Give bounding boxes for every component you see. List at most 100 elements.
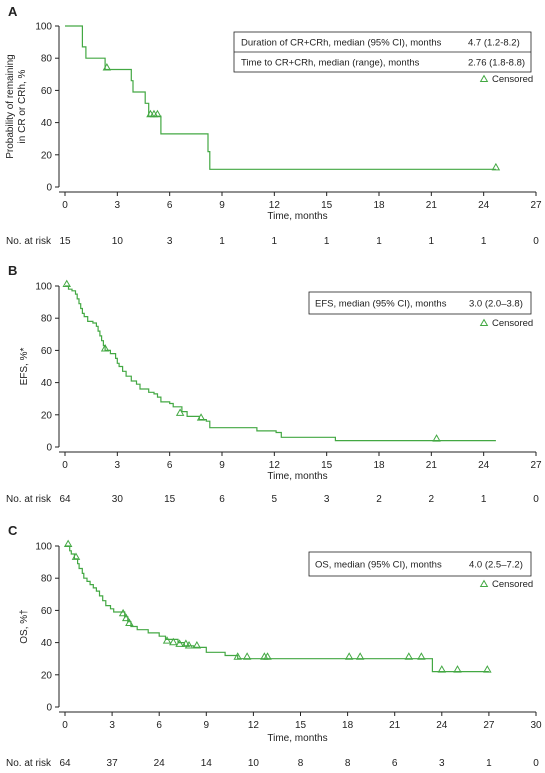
censored-key-icon <box>479 579 489 588</box>
legend-row-label: Duration of CR+CRh, median (95% CI), mon… <box>241 38 442 49</box>
y-tick-label: 20 <box>41 150 53 161</box>
censor-mark <box>192 641 202 649</box>
x-tick-label: 27 <box>530 200 542 211</box>
censor-mark <box>181 639 191 647</box>
legend-box <box>308 291 532 315</box>
y-tick-label: 40 <box>41 378 53 389</box>
y-tick-label: 0 <box>46 183 52 194</box>
censored-key-icon <box>479 74 489 83</box>
survival-curve <box>65 545 489 673</box>
censor-mark <box>491 162 501 171</box>
x-tick-label: 0 <box>62 460 68 471</box>
censor-mark <box>483 665 492 673</box>
x-tick-label: 6 <box>167 200 173 211</box>
survival-curve <box>65 25 496 170</box>
at-risk-count: 24 <box>154 758 166 769</box>
y-tick-label: 100 <box>35 282 52 293</box>
censor-mark <box>344 652 354 660</box>
censor-mark <box>175 408 185 416</box>
at-risk-count: 6 <box>392 758 398 769</box>
y-tick-label: 40 <box>41 638 53 649</box>
x-tick-label: 18 <box>373 200 385 211</box>
x-tick-label: 27 <box>483 720 495 731</box>
y-tick-label: 100 <box>35 22 52 33</box>
at-risk-count: 2 <box>376 494 382 505</box>
y-axis-label: OS, %† <box>19 609 30 643</box>
x-tick-label: 9 <box>219 200 225 211</box>
x-tick-label: 24 <box>478 460 490 471</box>
x-tick-label: 15 <box>295 720 307 731</box>
censor-mark <box>71 552 81 560</box>
censor-mark <box>233 652 242 660</box>
panel-letter: C <box>8 523 18 538</box>
y-tick-label: 20 <box>41 670 53 681</box>
censor-mark <box>196 413 206 421</box>
censor-mark <box>169 637 178 646</box>
censor-mark <box>355 652 365 660</box>
at-risk-count: 1 <box>481 494 487 505</box>
at-risk-count: 1 <box>376 236 382 247</box>
censored-key-icon <box>479 318 489 327</box>
y-tick-label: 80 <box>41 314 53 325</box>
at-risk-count: 6 <box>219 494 225 505</box>
censor-mark <box>102 63 112 71</box>
legend-row-value: 3.0 (2.0–3.8) <box>469 299 523 310</box>
x-tick-label: 18 <box>373 460 385 471</box>
y-axis-label: in CR or CRh, % <box>17 69 28 143</box>
x-tick-label: 21 <box>389 720 401 731</box>
x-tick-label: 9 <box>204 720 210 731</box>
x-axis-label: Time, months <box>267 733 327 744</box>
y-axis-label: Probability of remaining <box>5 54 16 159</box>
at-risk-count: 3 <box>167 236 173 247</box>
at-risk-count: 5 <box>272 494 278 505</box>
at-risk-count: 0 <box>533 758 539 769</box>
at-risk-count: 0 <box>533 494 539 505</box>
x-tick-label: 3 <box>109 720 115 731</box>
x-tick-label: 6 <box>167 460 173 471</box>
censor-mark <box>175 639 184 647</box>
censor-mark <box>63 539 73 548</box>
x-tick-label: 24 <box>436 720 448 731</box>
x-tick-label: 21 <box>426 200 438 211</box>
y-tick-label: 60 <box>41 86 53 97</box>
x-tick-label: 18 <box>342 720 354 731</box>
at-risk-count: 1 <box>429 236 435 247</box>
legend-row-label: Time to CR+CRh, median (range), months <box>241 58 420 69</box>
x-tick-label: 3 <box>115 460 121 471</box>
at-risk-count: 1 <box>486 758 492 769</box>
at-risk-count: 64 <box>59 758 71 769</box>
y-tick-label: 80 <box>41 54 53 65</box>
at-risk-count: 64 <box>59 494 71 505</box>
legend-box <box>308 551 532 577</box>
x-tick-label: 30 <box>530 720 542 731</box>
censor-mark <box>437 665 447 673</box>
at-risk-count: 1 <box>272 236 278 247</box>
x-tick-label: 15 <box>321 460 333 471</box>
y-tick-label: 80 <box>41 574 53 585</box>
y-tick-label: 60 <box>41 606 53 617</box>
y-tick-label: 0 <box>46 703 52 714</box>
x-tick-label: 0 <box>62 720 68 731</box>
at-risk-count: 1 <box>481 236 487 247</box>
censor-mark <box>125 618 134 626</box>
censor-mark <box>404 652 414 660</box>
panel-letter: B <box>8 263 17 278</box>
at-risk-count: 10 <box>112 236 124 247</box>
at-risk-count: 14 <box>201 758 213 769</box>
censor-mark <box>184 641 194 649</box>
censor-mark <box>162 636 172 644</box>
x-tick-label: 21 <box>426 460 438 471</box>
x-axis-label: Time, months <box>267 211 327 222</box>
legend-row-value: 2.76 (1.8-8.8) <box>468 58 525 69</box>
censored-key-label: Censored <box>492 318 533 329</box>
at-risk-count: 2 <box>429 494 435 505</box>
at-risk-count: 3 <box>439 758 445 769</box>
censor-mark <box>118 608 128 617</box>
at-risk-count: 30 <box>112 494 124 505</box>
censor-mark <box>121 613 131 622</box>
censor-mark <box>242 652 252 660</box>
at-risk-count: 8 <box>298 758 304 769</box>
at-risk-label: No. at risk <box>6 236 52 247</box>
